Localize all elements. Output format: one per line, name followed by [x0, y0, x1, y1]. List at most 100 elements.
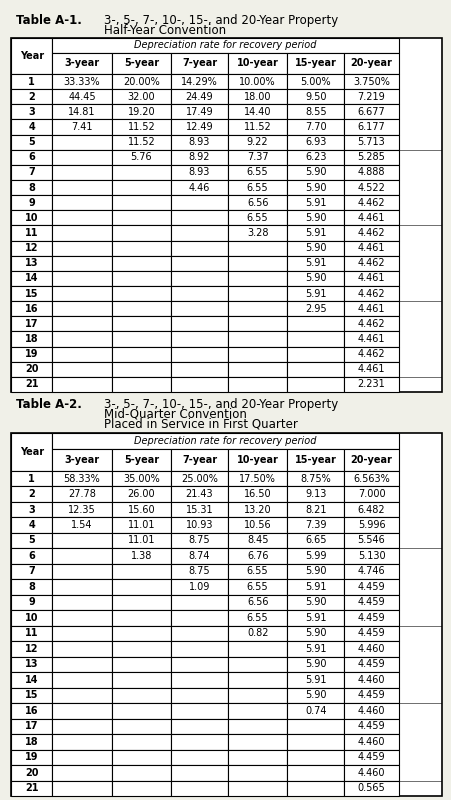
Text: 6: 6 — [28, 551, 35, 561]
Text: 16: 16 — [25, 304, 38, 314]
Text: 6.563%: 6.563% — [353, 474, 390, 483]
Bar — [228, 226, 287, 241]
Text: 6.55: 6.55 — [247, 182, 268, 193]
Bar — [171, 750, 228, 765]
Bar — [287, 331, 344, 346]
Bar — [287, 104, 344, 119]
Text: 10-year: 10-year — [237, 58, 279, 69]
Bar — [52, 533, 112, 548]
Text: 7: 7 — [28, 167, 35, 178]
Text: 1.38: 1.38 — [131, 551, 152, 561]
Bar — [52, 195, 112, 210]
Bar — [112, 362, 171, 377]
Text: 4.746: 4.746 — [358, 566, 385, 577]
Bar — [287, 688, 344, 703]
Bar — [11, 346, 52, 362]
Text: 4.461: 4.461 — [358, 213, 385, 223]
Text: 8.45: 8.45 — [247, 535, 268, 546]
Text: Depreciation rate for recovery period: Depreciation rate for recovery period — [134, 436, 317, 446]
Text: 6: 6 — [28, 152, 35, 162]
Bar — [171, 548, 228, 564]
Text: 16.50: 16.50 — [244, 489, 272, 499]
Bar — [112, 657, 171, 672]
Bar — [11, 134, 52, 150]
Text: 4.459: 4.459 — [358, 659, 385, 670]
Bar — [52, 718, 112, 734]
Bar — [171, 134, 228, 150]
Text: 4.462: 4.462 — [358, 258, 385, 268]
Bar — [287, 564, 344, 579]
Bar — [287, 362, 344, 377]
Bar — [11, 564, 52, 579]
Text: 2.95: 2.95 — [305, 304, 327, 314]
Bar — [171, 688, 228, 703]
Bar — [228, 195, 287, 210]
Bar — [11, 672, 52, 688]
Text: 4.461: 4.461 — [358, 304, 385, 314]
Bar — [112, 210, 171, 226]
Text: 32.00: 32.00 — [128, 92, 155, 102]
Bar — [228, 180, 287, 195]
Text: 6.55: 6.55 — [247, 213, 268, 223]
Text: 10.93: 10.93 — [186, 520, 213, 530]
Bar — [287, 594, 344, 610]
Bar — [287, 470, 344, 486]
Bar — [11, 271, 52, 286]
Text: 1.54: 1.54 — [71, 520, 92, 530]
Bar — [11, 180, 52, 195]
Bar — [228, 286, 287, 301]
Bar — [287, 195, 344, 210]
Text: 16: 16 — [25, 706, 38, 716]
Text: 24.49: 24.49 — [186, 92, 213, 102]
Bar — [112, 134, 171, 150]
Text: 9.22: 9.22 — [247, 137, 268, 147]
Text: 11.52: 11.52 — [128, 137, 155, 147]
Text: 8.93: 8.93 — [189, 137, 210, 147]
Bar — [287, 256, 344, 271]
Bar — [344, 610, 399, 626]
Bar — [228, 610, 287, 626]
Text: 18: 18 — [25, 737, 38, 747]
Bar — [228, 74, 287, 89]
Text: 5.713: 5.713 — [358, 137, 386, 147]
Text: 1.09: 1.09 — [189, 582, 210, 592]
Bar — [287, 316, 344, 331]
Text: 5.90: 5.90 — [305, 243, 327, 253]
Text: 7-year: 7-year — [182, 58, 217, 69]
Text: 14: 14 — [25, 675, 38, 685]
Bar — [287, 449, 344, 470]
Bar — [112, 89, 171, 104]
Bar — [171, 781, 228, 796]
Bar — [344, 626, 399, 641]
Bar — [344, 449, 399, 470]
Bar — [344, 518, 399, 533]
Text: 5.996: 5.996 — [358, 520, 385, 530]
Bar — [344, 718, 399, 734]
Bar — [171, 210, 228, 226]
Bar — [228, 89, 287, 104]
Bar — [52, 470, 112, 486]
Bar — [287, 53, 344, 74]
Bar — [11, 548, 52, 564]
Text: Depreciation rate for recovery period: Depreciation rate for recovery period — [134, 41, 317, 50]
Bar — [112, 256, 171, 271]
Bar — [112, 119, 171, 134]
Bar — [52, 89, 112, 104]
Text: 18.00: 18.00 — [244, 92, 272, 102]
Text: 4.888: 4.888 — [358, 167, 385, 178]
Text: 8.75%: 8.75% — [300, 474, 331, 483]
Bar — [228, 718, 287, 734]
Bar — [287, 672, 344, 688]
Bar — [171, 594, 228, 610]
Bar — [171, 533, 228, 548]
Bar — [228, 271, 287, 286]
Bar — [228, 533, 287, 548]
Text: 5: 5 — [28, 535, 35, 546]
Text: 3-year: 3-year — [64, 58, 100, 69]
Text: 4.462: 4.462 — [358, 289, 385, 298]
Text: 10: 10 — [25, 213, 38, 223]
Bar — [52, 518, 112, 533]
Bar — [287, 134, 344, 150]
Text: 20-year: 20-year — [350, 454, 392, 465]
Bar — [171, 301, 228, 316]
